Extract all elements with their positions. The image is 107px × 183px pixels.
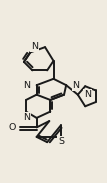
Text: N: N <box>31 42 38 51</box>
Text: S: S <box>58 137 64 146</box>
Text: O: O <box>8 123 16 132</box>
Text: N: N <box>23 81 30 90</box>
Text: N: N <box>73 81 80 90</box>
Text: N: N <box>84 90 91 99</box>
Text: N: N <box>23 113 30 122</box>
